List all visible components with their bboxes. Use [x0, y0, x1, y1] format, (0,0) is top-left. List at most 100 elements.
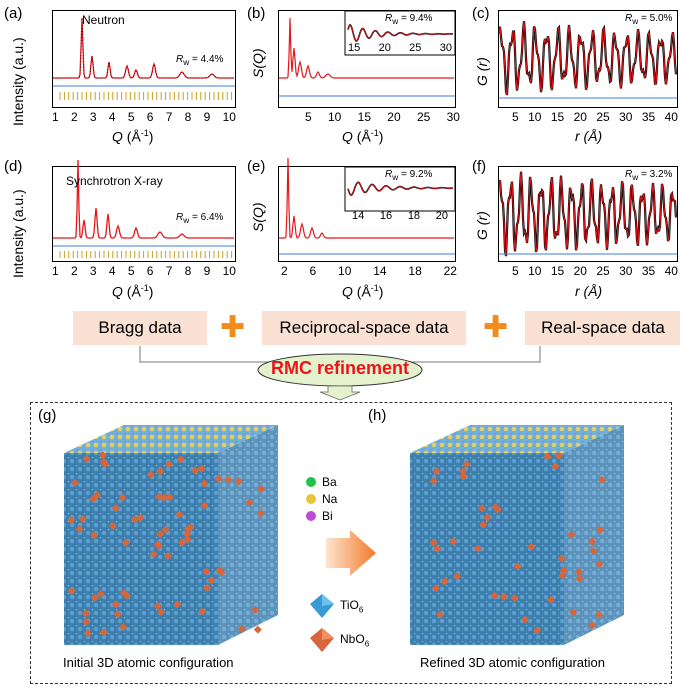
panel-d-rw: Rw = 6.4% [176, 212, 224, 225]
nbo6-octahedron [594, 610, 603, 619]
xray-fit-line [53, 159, 234, 239]
nbo6-octahedron [99, 457, 108, 466]
nbo6-octahedron [215, 566, 224, 575]
panel-e-ylabel: S(Q) [250, 202, 266, 232]
nbo6-octahedron [491, 503, 500, 512]
panel-c-xticks: 5 10 15 20 25 30 35 40 [512, 110, 678, 124]
nbo6-octahedron [91, 593, 100, 602]
nbo6-octahedron [120, 588, 129, 597]
nbo6-octahedron [257, 509, 266, 518]
panel-d-ylabel: Intensity (a.u.) [10, 189, 26, 278]
panel-c-rw: Rw = 5.0% [625, 13, 673, 26]
panel-a-letter: (a) [4, 5, 23, 22]
configuration-frame [30, 402, 672, 684]
legend-ba: Ba [306, 475, 337, 489]
plus-icon-1: ✚ [220, 311, 246, 344]
nbo6-octahedron [156, 530, 165, 539]
na-atom-icon [306, 494, 316, 504]
legend-bi: Bi [306, 509, 337, 523]
nbo6-octahedron [186, 523, 195, 532]
plus-icon-2: ✚ [483, 311, 509, 344]
nbo6-octahedron [98, 451, 107, 460]
nbo6-octahedron [569, 608, 578, 617]
nbo6-octahedron [149, 550, 158, 559]
nbo6-octahedron [521, 615, 530, 624]
nbo6-octahedron [251, 605, 260, 614]
nbo6-octahedron [153, 540, 162, 549]
nbo6-octahedron [483, 513, 492, 522]
nbo6-octahedron [165, 493, 174, 502]
rmc-refinement-label: RMC refinement [270, 358, 409, 378]
nbo6-octahedron [183, 535, 192, 544]
bi-atom-icon [306, 511, 316, 521]
nbo6-octahedron [459, 472, 468, 481]
nbo6-octahedron [479, 520, 488, 529]
nbo6-octahedron [75, 525, 84, 534]
nbo6-octahedron [90, 530, 99, 539]
panel-d-plot [52, 159, 236, 262]
nbo6-octahedron [155, 492, 164, 501]
legend-nbo6: NbO6 [310, 628, 369, 652]
nbo6-octahedron [440, 577, 449, 586]
panel-b-ylabel: S(Q) [250, 48, 266, 78]
nbo6-octahedron [136, 514, 145, 523]
nbo6-octahedron [119, 623, 128, 632]
nbo6-octahedron [557, 554, 566, 563]
nbo6-octahedron [595, 560, 604, 569]
nbo6-octahedron [78, 515, 87, 524]
nbo6-octahedron [452, 572, 461, 581]
nbo6-octahedron [81, 609, 90, 618]
panel-f-xticks: 5 10 15 20 25 30 35 40 [512, 264, 678, 278]
nbo6-octahedron [474, 544, 483, 553]
reciprocal-space-box: Reciprocal-space data [262, 311, 466, 345]
nbo6-octahedron [198, 607, 207, 616]
panel-e-xlabel: Q (Å-1) [342, 283, 384, 300]
nbo6-octahedron [197, 464, 206, 473]
nbo6-octahedron [459, 467, 468, 476]
inset-fit-line [347, 181, 454, 196]
panel-d-title: Synchrotron X-ray [66, 174, 163, 188]
gr-data-line [497, 171, 678, 257]
sq-fit-line [279, 17, 454, 79]
nbo6-octahedron [533, 626, 542, 635]
panel-f-plot [497, 166, 678, 262]
panel-e-letter: (e) [247, 158, 266, 175]
nbo6-octahedron [175, 510, 184, 519]
nbo6-octahedron [449, 537, 458, 546]
nbo6-octahedron [146, 470, 155, 479]
legend-tio6: TiO6 [310, 594, 363, 618]
nbo6-octahedron [82, 454, 91, 463]
panel-e-plot [278, 157, 456, 262]
nbo6-octahedron [178, 538, 187, 547]
nbo6-octahedron [588, 621, 597, 630]
sq-fit-line [279, 157, 454, 239]
panel-a-xlabel: Q (Å-1) [112, 128, 154, 145]
nbo6-octahedron [109, 521, 118, 530]
panel-f-xlabel: r (Å) [575, 283, 603, 299]
panel-b-xticks: 5 10 15 20 25 30 [305, 110, 460, 124]
nbo6-octahedron [432, 467, 441, 476]
nbo6-octahedron [81, 617, 90, 626]
nbo6-octahedron [83, 629, 92, 638]
nbo6-octahedron-icon [310, 628, 334, 652]
nbo6-octahedron [432, 584, 441, 593]
gr-fit-line [498, 171, 677, 257]
nbo6-octahedron [203, 583, 212, 592]
panel-a-plot [52, 10, 236, 108]
atom-legend: Ba Na Bi [306, 475, 337, 523]
panel-g-letter: (g) [38, 407, 57, 424]
rmc-arrow-diagram [139, 346, 541, 401]
nbo6-octahedron [153, 601, 162, 610]
nbo6-octahedron [551, 462, 560, 471]
gr-fit-line [498, 21, 677, 96]
nbo6-octahedron [596, 525, 605, 534]
nbo6-octahedron [118, 493, 127, 502]
nbo6-octahedron [224, 475, 233, 484]
nbo6-octahedron [121, 538, 130, 547]
panel-h-letter: (h) [368, 407, 387, 424]
nbo6-octahedron [200, 501, 209, 510]
nbo6-octahedron [478, 504, 487, 513]
nbo6-octahedron [164, 551, 173, 560]
panel-c-letter: (c) [472, 5, 490, 22]
